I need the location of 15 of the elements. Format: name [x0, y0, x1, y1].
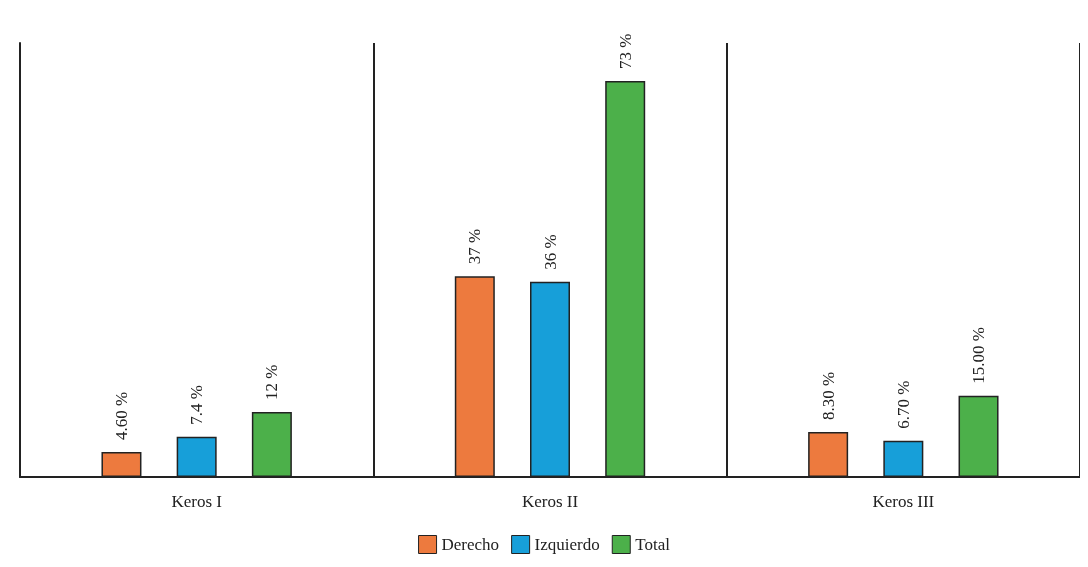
x-tick-label: Keros III — [872, 492, 935, 511]
data-label: 7.4 % — [187, 385, 207, 425]
data-label: 73 % — [615, 33, 635, 69]
data-label: 36 % — [540, 234, 560, 270]
data-label: 4.60 % — [111, 391, 131, 441]
data-label: 8.30 % — [818, 371, 838, 420]
data-label: 15.00 % — [969, 326, 989, 384]
data-label: 37 % — [465, 228, 485, 265]
legend-label: Izquierdo — [534, 535, 600, 554]
data-label: 12 % — [262, 364, 282, 400]
legend-label: Total — [635, 535, 671, 554]
x-tick-label: Keros I — [171, 492, 223, 511]
legend-label: Derecho — [441, 535, 500, 554]
data-label: 6.70 % — [893, 380, 913, 429]
x-tick-label: Keros II — [521, 492, 579, 511]
